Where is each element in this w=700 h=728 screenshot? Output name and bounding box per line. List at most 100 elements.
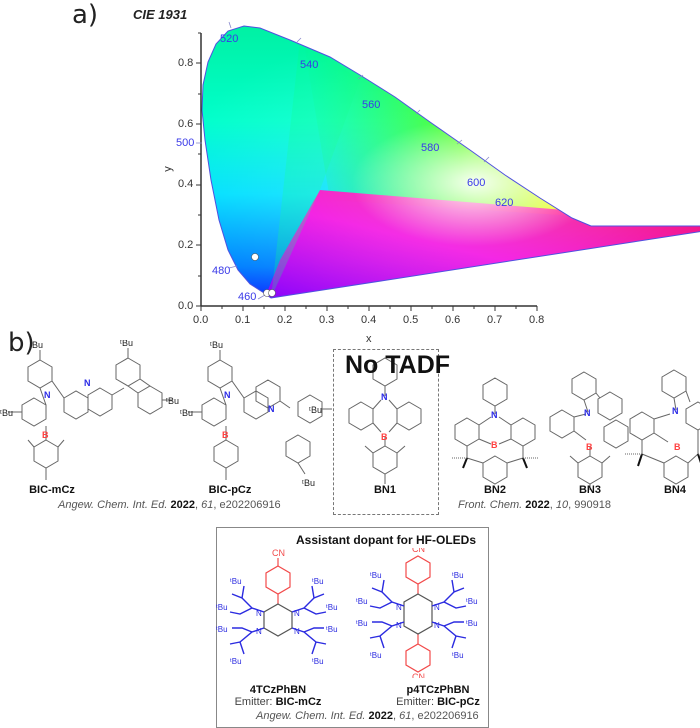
svg-text:B: B <box>381 432 388 442</box>
svg-text:N: N <box>672 406 679 416</box>
svg-text:N: N <box>396 621 402 630</box>
svg-text:ᵗBu: ᵗBu <box>216 625 228 634</box>
svg-text:ᵗBu: ᵗBu <box>210 340 223 350</box>
no-tadf-box <box>333 349 439 515</box>
svg-text:ᵗBu: ᵗBu <box>230 577 242 586</box>
svg-text:ᵗBu: ᵗBu <box>0 408 13 418</box>
svg-text:ᵗBu: ᵗBu <box>166 396 179 406</box>
svg-text:B: B <box>674 442 681 452</box>
emitter-name: BIC-pCz <box>437 696 480 708</box>
chromaticity-gamut <box>202 26 700 298</box>
emitter-name: BIC-mCz <box>275 696 322 708</box>
svg-text:ᵗBu: ᵗBu <box>309 405 322 415</box>
svg-text:ᵗBu: ᵗBu <box>30 340 43 350</box>
x-tick: 0.2 <box>277 314 293 326</box>
molecule-name-bn4: BN4 <box>663 484 686 496</box>
wavelength-label: 500 <box>176 137 195 149</box>
svg-text:N: N <box>584 408 591 418</box>
wavelength-label: 460 <box>238 291 257 303</box>
y-tick: 0.0 <box>178 300 194 312</box>
no-tadf-label: No TADF <box>345 351 451 379</box>
molecule-name-bn3: BN3 <box>578 484 601 496</box>
molecule-name-p4tczphbn: p4TCzPhBN <box>406 684 470 696</box>
svg-text:N: N <box>268 404 275 414</box>
svg-text:ᵗBu: ᵗBu <box>180 408 193 418</box>
svg-text:ᵗBu: ᵗBu <box>356 597 368 606</box>
svg-text:B: B <box>42 430 49 440</box>
reference-front-chem: Front. Chem. 2022, 10, 990918 <box>458 499 611 511</box>
svg-text:ᵗBu: ᵗBu <box>370 571 382 580</box>
svg-text:ᵗBu: ᵗBu <box>356 619 368 628</box>
ref-page: 990918 <box>574 499 611 511</box>
svg-text:B: B <box>586 442 593 452</box>
ref-year: 2022 <box>368 710 393 722</box>
svg-text:N: N <box>434 603 440 612</box>
ref-volume: 61 <box>201 499 214 511</box>
x-tick: 0.5 <box>403 314 419 326</box>
y-tick: 0.2 <box>178 239 194 251</box>
svg-text:ᵗBu: ᵗBu <box>312 657 324 666</box>
svg-text:ᵗBu: ᵗBu <box>466 619 478 628</box>
structure-bic-pcz <box>188 350 332 480</box>
svg-text:ᵗBu: ᵗBu <box>216 603 228 612</box>
svg-text:ᵗBu: ᵗBu <box>452 651 464 660</box>
emitter-data-points <box>251 253 276 297</box>
svg-text:CN: CN <box>272 548 285 558</box>
svg-text:CN: CN <box>412 672 425 678</box>
wavelength-label: 600 <box>467 177 486 189</box>
x-tick: 0.8 <box>529 314 545 326</box>
svg-text:N: N <box>256 609 262 618</box>
svg-text:ᵗBu: ᵗBu <box>452 571 464 580</box>
emitter-p4tczphbn: Emitter: BIC-pCz <box>373 696 503 708</box>
svg-text:N: N <box>44 390 51 400</box>
panel-b-label: b) <box>8 328 35 358</box>
svg-text:N: N <box>491 410 498 420</box>
reference-angew: Angew. Chem. Int. Ed. 2022, 61, e2022069… <box>58 499 281 511</box>
structure-bn2 <box>451 377 539 485</box>
molecule-name-bic-mcz: BIC-mCz <box>29 484 75 496</box>
emitter-prefix: Emitter: <box>234 696 273 708</box>
x-tick: 0.1 <box>235 314 251 326</box>
ref-page: e202206916 <box>417 710 479 722</box>
x-tick: 0.3 <box>319 314 335 326</box>
svg-text:N: N <box>84 378 91 388</box>
structure-bn3 <box>549 371 629 490</box>
svg-text:ᵗBu: ᵗBu <box>466 597 478 606</box>
emitter-prefix: Emitter: <box>396 696 435 708</box>
svg-text:N: N <box>434 621 440 630</box>
svg-text:N: N <box>381 392 388 402</box>
svg-text:ᵗBu: ᵗBu <box>326 625 338 634</box>
x-tick: 0.7 <box>487 314 503 326</box>
svg-text:ᵗBu: ᵗBu <box>120 340 133 348</box>
svg-text:ᵗBu: ᵗBu <box>302 478 315 488</box>
molecule-name-bic-pcz: BIC-pCz <box>208 484 252 496</box>
molecule-name-4tczphbn: 4TCzPhBN <box>249 684 307 696</box>
x-axis-label: x <box>366 333 372 345</box>
emitter-4tczphbn: Emitter: BIC-mCz <box>213 696 343 708</box>
svg-text:ᵗBu: ᵗBu <box>326 603 338 612</box>
wavelength-label: 540 <box>300 59 319 71</box>
wavelength-label: 520 <box>220 33 239 45</box>
ref-journal: Front. Chem. <box>458 499 523 511</box>
ref-journal: Angew. Chem. Int. Ed. <box>58 499 168 511</box>
x-tick: 0.4 <box>361 314 377 326</box>
svg-text:B: B <box>491 440 498 450</box>
x-tick: 0.6 <box>445 314 461 326</box>
svg-text:N: N <box>294 627 300 636</box>
svg-text:ᵗBu: ᵗBu <box>230 657 242 666</box>
reference-assistant-box: Angew. Chem. Int. Ed. 2022, 61, e2022069… <box>256 710 479 722</box>
ref-journal: Angew. Chem. Int. Ed. <box>256 710 366 722</box>
wavelength-label: 620 <box>495 197 514 209</box>
cie-chart <box>196 21 700 311</box>
ref-volume: 10 <box>555 499 569 511</box>
y-tick: 0.6 <box>178 118 194 130</box>
svg-text:ᵗBu: ᵗBu <box>312 577 324 586</box>
wavelength-label: 560 <box>362 99 381 111</box>
ref-year: 2022 <box>170 499 195 511</box>
svg-text:ᵗBu: ᵗBu <box>370 651 382 660</box>
molecule-name-bn2: BN2 <box>483 484 506 496</box>
y-axis-label: y <box>161 166 174 172</box>
